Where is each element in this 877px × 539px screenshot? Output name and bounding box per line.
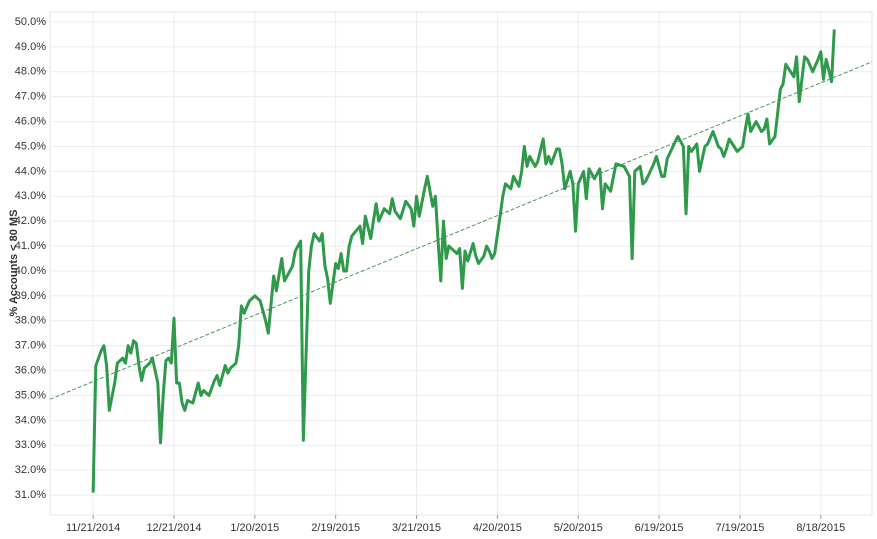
y-tick-label: 39.0%	[15, 290, 46, 302]
plot-area	[49, 11, 873, 516]
y-tick-label: 36.0%	[15, 364, 46, 376]
y-tick-label: 33.0%	[15, 439, 46, 451]
y-tick-label: 42.0%	[15, 215, 46, 227]
x-tick-label: 8/18/2015	[796, 522, 845, 534]
y-tick-label: 31.0%	[15, 489, 46, 501]
y-tick-label: 45.0%	[15, 140, 46, 152]
y-tick-label: 46.0%	[15, 115, 46, 127]
y-axis-label: % Accounts < 80 MS	[8, 210, 20, 317]
y-tick-label: 43.0%	[15, 190, 46, 202]
y-tick-label: 37.0%	[15, 340, 46, 352]
x-tick-label: 2/19/2015	[311, 522, 360, 534]
x-tick-label: 7/19/2015	[715, 522, 764, 534]
y-tick-label: 40.0%	[15, 265, 46, 277]
x-tick-label: 6/19/2015	[635, 522, 684, 534]
x-tick-label: 5/20/2015	[554, 522, 603, 534]
y-tick-label: 38.0%	[15, 315, 46, 327]
x-tick-label: 3/21/2015	[392, 522, 441, 534]
x-tick-label: 1/20/2015	[230, 522, 279, 534]
y-tick-label: 44.0%	[15, 165, 46, 177]
y-tick-label: 32.0%	[15, 464, 46, 476]
x-tick-label: 11/21/2014	[66, 522, 120, 534]
y-tick-label: 34.0%	[15, 414, 46, 426]
data-line	[91, 29, 836, 493]
y-tick-label: 35.0%	[15, 389, 46, 401]
y-tick-label: 50.0%	[15, 16, 46, 28]
y-tick-label: 41.0%	[15, 240, 46, 252]
y-tick-label: 49.0%	[15, 41, 46, 53]
x-tick-label: 12/21/2014	[146, 522, 201, 534]
y-tick-label: 47.0%	[15, 91, 46, 103]
y-tick-label: 48.0%	[15, 66, 46, 78]
x-tick-label: 4/20/2015	[473, 522, 522, 534]
trend-line	[49, 61, 873, 400]
